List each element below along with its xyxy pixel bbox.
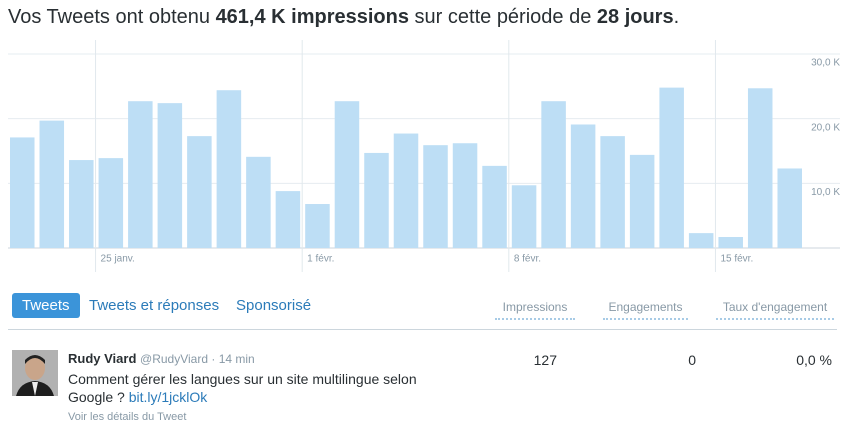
- bar: [275, 191, 301, 248]
- bar: [541, 101, 566, 248]
- column-header[interactable]: Impressions: [495, 300, 575, 320]
- tweet-body: Comment gérer les langues sur un site mu…: [68, 371, 417, 405]
- bar: [600, 136, 625, 248]
- bar: [305, 204, 330, 248]
- bar: [718, 237, 743, 248]
- bar: [364, 152, 389, 248]
- avatar[interactable]: [12, 350, 58, 396]
- bar: [187, 136, 212, 248]
- tab-active[interactable]: Tweets: [12, 293, 80, 318]
- bar: [334, 101, 360, 248]
- bar: [570, 124, 596, 248]
- x-tick-label: 25 janv.: [101, 254, 135, 265]
- bar: [629, 154, 655, 248]
- tweet-header: Rudy Viard @RudyViard · 14 min: [68, 351, 255, 366]
- divider: [8, 329, 837, 330]
- bar: [157, 103, 183, 248]
- bar: [777, 168, 802, 248]
- bar: [452, 143, 478, 248]
- bar: [98, 158, 124, 248]
- headline: Vos Tweets ont obtenu 461,4 K impression…: [8, 6, 679, 29]
- headline-text: Vos Tweets ont obtenu: [8, 6, 216, 28]
- headline-period: 28 jours: [596, 6, 674, 28]
- bar: [216, 90, 242, 248]
- column-header[interactable]: Engagements: [603, 300, 688, 320]
- headline-text: .: [673, 6, 680, 28]
- column-header[interactable]: Taux d'engagement: [716, 300, 834, 320]
- bar: [10, 137, 35, 248]
- y-tick-label: 20,0 K: [811, 122, 840, 133]
- bar: [393, 133, 419, 248]
- impressions-value: 127: [533, 352, 557, 368]
- tab[interactable]: Tweets et réponses: [89, 297, 220, 314]
- x-tick-label: 1 févr.: [307, 254, 334, 265]
- tweet-details[interactable]: Voir les détails du Tweet: [68, 411, 187, 423]
- bar: [246, 156, 271, 248]
- x-tick-label: 8 févr.: [514, 254, 541, 265]
- bar: [128, 101, 153, 248]
- tweet-time[interactable]: 14 min: [218, 352, 255, 366]
- bar: [69, 160, 94, 248]
- bar: [423, 145, 448, 248]
- tab[interactable]: Sponsorisé: [236, 297, 312, 314]
- engagements-value: 0: [688, 352, 696, 368]
- y-tick-label: 30,0 K: [811, 58, 840, 69]
- bar: [659, 87, 684, 248]
- bar: [511, 185, 537, 248]
- chart: 10,0 K 20,0 K 30,0 K 25 janv. 1 févr. 8 févr.…: [8, 40, 840, 272]
- bar: [747, 88, 773, 248]
- author-name[interactable]: Rudy Viard: [68, 351, 137, 366]
- bar: [688, 233, 714, 248]
- bar: [482, 165, 507, 248]
- tweet-link[interactable]: bit.ly/1jcklOk: [128, 389, 208, 405]
- rate-value: 0,0 %: [796, 352, 832, 368]
- headline-text: sur cette période de: [409, 6, 597, 28]
- headline-impressions: 461,4 K impressions: [215, 6, 409, 28]
- x-tick-label: 15 févr.: [720, 254, 753, 265]
- y-tick-label: 10,0 K: [811, 187, 840, 198]
- author-handle[interactable]: @RudyViard: [140, 352, 209, 366]
- tweet-text: Comment gérer les langues sur un site mu…: [68, 370, 448, 406]
- bar: [39, 120, 65, 248]
